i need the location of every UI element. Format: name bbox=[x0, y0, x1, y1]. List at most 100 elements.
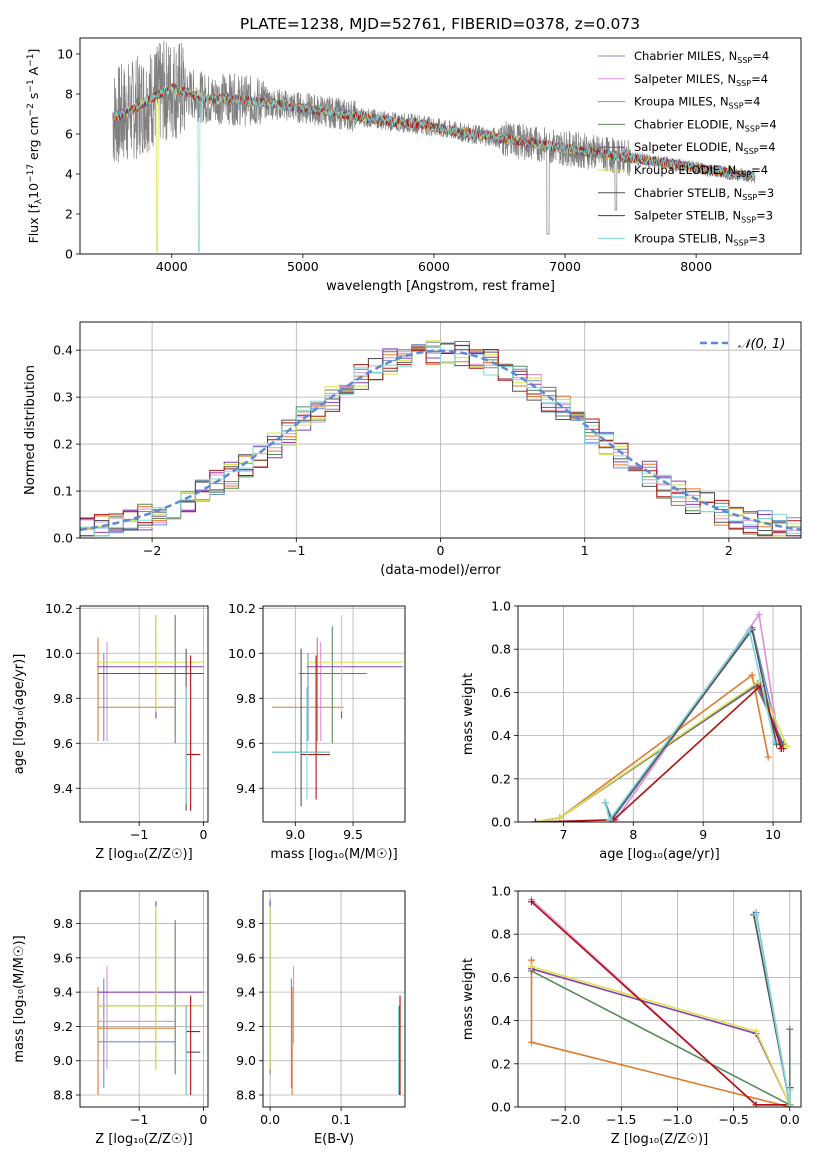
residuals-xtick-label: −2 bbox=[143, 543, 161, 558]
spectrum-xtick-label: 6000 bbox=[418, 259, 450, 274]
weight-vs-age-plot-area bbox=[531, 611, 791, 822]
weight-marker bbox=[752, 911, 760, 919]
mass-vs-ebv-ytick-label: 9.8 bbox=[236, 916, 256, 931]
legend-entry: Chabrier MILES, NSSP=4 bbox=[634, 49, 769, 65]
weight-vs-age-ytick-label: 0.4 bbox=[491, 728, 511, 743]
weight-marker bbox=[748, 671, 756, 679]
weight-vs-z-axes: −2.0 −1.5 −1.0 −0.5 0.0 0.0 0.2 0.4 0.6 0.8 1.0 Z [… bbox=[461, 884, 802, 1147]
mass-vs-ebv-plot-area bbox=[269, 899, 401, 1095]
errorbar-salpeter-miles bbox=[98, 966, 176, 1070]
spectrum-ytick-label: 8 bbox=[65, 87, 73, 102]
mass-vs-z-xtick-label: 0 bbox=[200, 1112, 208, 1127]
weight-line-kroupa-stelib bbox=[604, 627, 776, 822]
residuals-axes: −2 −1 0 1 2 0.0 0.1 0.2 0.3 0.4 (data-model)/error… bbox=[23, 321, 802, 578]
weight-vs-age-ytick-label: 0.0 bbox=[491, 815, 511, 830]
legend-entry: Salpeter MILES, NSSP=4 bbox=[634, 72, 768, 88]
age-vs-mass-ytick-label: 10.0 bbox=[228, 646, 256, 661]
axes-frame bbox=[79, 890, 209, 1108]
age-vs-z-axes: −1 0 9.4 9.6 9.8 10.0 10.2 Z [log₁₀(Z/Z☉)] age [… bbox=[12, 601, 209, 862]
weight-marker bbox=[527, 1038, 535, 1046]
weight-marker bbox=[527, 963, 535, 971]
spectrum-xlabel: wavelength [Angstrom, rest frame] bbox=[326, 279, 555, 294]
weight-marker bbox=[556, 814, 564, 822]
spectrum-ytick-label: 6 bbox=[65, 127, 73, 142]
residuals-plot-area bbox=[80, 340, 801, 537]
mass-vs-z-plot-area bbox=[97, 901, 204, 1095]
weight-vs-age-ylabel: mass weight bbox=[461, 673, 476, 755]
age-vs-z-ylabel: age [log₁₀(age/yr)] bbox=[12, 654, 27, 775]
mass-vs-z-xlabel: Z [log₁₀(Z/Z☉)] bbox=[95, 1132, 192, 1147]
mass-vs-ebv-xtick-label: 0.0 bbox=[260, 1112, 280, 1127]
legend-entry: Chabrier STELIB, NSSP=3 bbox=[634, 186, 774, 202]
weight-vs-age-ytick-label: 0.6 bbox=[491, 685, 511, 700]
spectrum-ylabel: Flux [fλ10−17 erg cm−2 s−1 A−1] bbox=[26, 49, 44, 244]
age-vs-z-ytick-label: 9.6 bbox=[53, 736, 73, 751]
weight-vs-z-ylabel: mass weight bbox=[461, 958, 476, 1040]
weight-vs-age-xtick-label: 8 bbox=[629, 827, 637, 842]
weight-marker bbox=[745, 626, 753, 634]
legend-entry: Kroupa ELODIE, NSSP=4 bbox=[634, 163, 768, 179]
age-vs-mass-xlabel: mass [log₁₀(M/M☉)] bbox=[270, 847, 397, 862]
weight-vs-z-xtick-label: −1.0 bbox=[662, 1112, 692, 1127]
mass-vs-z-xtick-label: −1 bbox=[130, 1112, 148, 1127]
axes-frame bbox=[517, 890, 802, 1108]
residuals-xtick-label: 1 bbox=[581, 543, 589, 558]
weight-marker bbox=[531, 818, 539, 822]
age-vs-z-ytick-label: 9.4 bbox=[53, 781, 73, 796]
weight-marker bbox=[764, 753, 772, 761]
weight-marker bbox=[786, 1101, 794, 1107]
mass-vs-ebv-axes: 0.0 0.1 8.8 9.0 9.2 9.4 9.6 9.8 E(B-V) bbox=[236, 890, 406, 1147]
age-vs-mass-xtick-label: 9.5 bbox=[343, 827, 363, 842]
errorbar-kroupa-miles bbox=[97, 637, 176, 741]
weight-vs-z-ytick-label: 1.0 bbox=[491, 884, 511, 899]
errorbar-salpeter-stelib bbox=[301, 655, 330, 800]
residuals-xtick-label: −1 bbox=[287, 543, 305, 558]
axes-frame bbox=[79, 321, 802, 539]
errorbar-kroupa-stelib bbox=[272, 687, 330, 800]
mass-vs-z-axes: −1 0 8.8 9.0 9.2 9.4 9.6 9.8 Z [log₁₀(Z/Z☉)] mass… bbox=[12, 890, 209, 1147]
figure-title: PLATE=1238, MJD=52761, FIBERID=0378, z=0… bbox=[240, 15, 640, 33]
weight-vs-age-xtick-label: 9 bbox=[699, 827, 707, 842]
residuals-ytick-label: 0.4 bbox=[53, 343, 73, 358]
weight-marker bbox=[786, 1086, 794, 1094]
weight-vs-z-ytick-label: 0.4 bbox=[491, 1013, 511, 1028]
weight-marker bbox=[770, 738, 778, 746]
spectrum-model-kroupa-stelib bbox=[112, 83, 755, 253]
age-vs-z-ytick-label: 10.0 bbox=[45, 646, 73, 661]
mass-vs-ebv-ytick-label: 8.8 bbox=[236, 1088, 256, 1103]
weight-vs-z-ytick-label: 0.6 bbox=[491, 970, 511, 985]
weight-vs-age-ytick-label: 0.8 bbox=[491, 642, 511, 657]
legend-entry: Salpeter STELIB, NSSP=3 bbox=[634, 209, 773, 225]
age-vs-z-xtick-label: −1 bbox=[130, 827, 148, 842]
spectrum-ytick-label: 4 bbox=[65, 167, 73, 182]
residual-histogram-kroupa-stelib bbox=[80, 345, 801, 537]
weight-vs-age-xtick-label: 10 bbox=[765, 827, 781, 842]
weight-vs-age-axes: 7 8 9 10 0.0 0.2 0.4 0.6 0.8 1.0 age [log₁₀(age/yr… bbox=[461, 599, 802, 862]
spectrum-xtick-label: 7000 bbox=[549, 259, 581, 274]
spectrum-ytick-label: 2 bbox=[65, 207, 73, 222]
spectrum-plot-area bbox=[112, 40, 756, 253]
weight-marker bbox=[527, 898, 535, 906]
residuals-xtick-label: 0 bbox=[437, 543, 445, 558]
age-vs-mass-plot-area bbox=[272, 615, 403, 807]
age-vs-mass-ytick-label: 10.2 bbox=[228, 601, 256, 616]
spectrum-xtick-label: 4000 bbox=[156, 259, 188, 274]
legend-entry: Kroupa MILES, NSSP=4 bbox=[634, 95, 760, 111]
errorbar-salpeter-stelib bbox=[186, 655, 201, 811]
weight-line-kroupa-elodie bbox=[535, 680, 788, 822]
age-vs-z-xlabel: Z [log₁₀(Z/Z☉)] bbox=[95, 847, 192, 862]
age-vs-mass-xtick-label: 9.0 bbox=[285, 827, 305, 842]
weight-vs-z-ytick-label: 0.8 bbox=[491, 927, 511, 942]
age-vs-mass-ytick-label: 9.4 bbox=[236, 781, 256, 796]
residuals-xtick-label: 2 bbox=[725, 543, 733, 558]
axes-frame bbox=[262, 605, 406, 823]
spectrum-ytick-label: 0 bbox=[65, 247, 73, 262]
spectrum-model-salpeter-stelib bbox=[112, 83, 755, 182]
axes-frame bbox=[517, 605, 802, 823]
mass-vs-z-ytick-label: 9.6 bbox=[53, 950, 73, 965]
weight-marker bbox=[752, 1027, 760, 1035]
age-vs-z-xtick-label: 0 bbox=[200, 827, 208, 842]
spectrum-axes: 4000 5000 6000 7000 8000 0 2 4 6 8 10 wavelength [A… bbox=[26, 37, 802, 294]
weight-marker bbox=[756, 682, 764, 690]
weight-vs-z-xtick-label: −2.0 bbox=[550, 1112, 580, 1127]
